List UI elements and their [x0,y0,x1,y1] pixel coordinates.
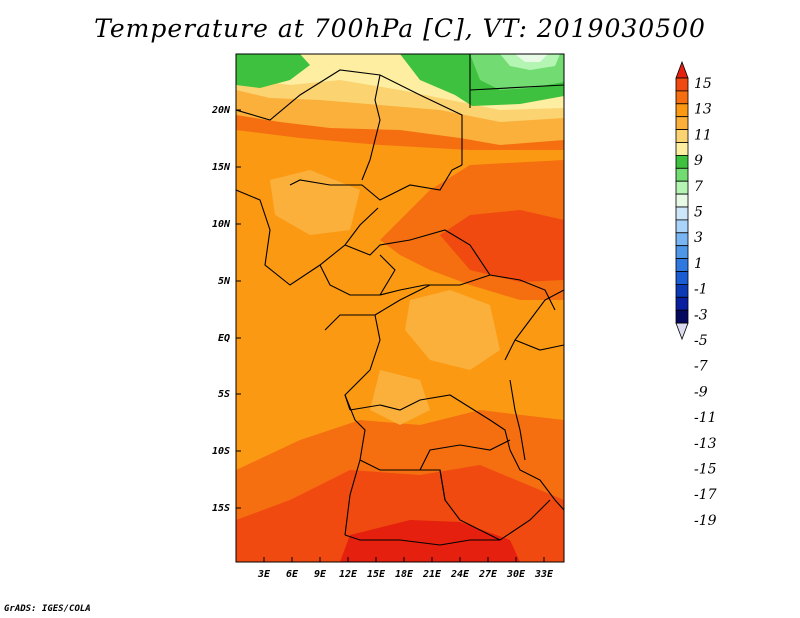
longitude-labels: 3E 6E 9E 12E 15E 18E 21E 24E 27E 30E 33E [257,557,554,580]
map-frame [235,53,565,563]
colorbar-box [675,90,689,105]
field-7c-central-west [270,170,360,235]
colorbar-bottom-arrow [675,322,689,341]
colorbar-label: -5 [694,333,708,349]
colorbar-label: -1 [694,282,708,298]
colorbar-label: 5 [694,205,703,221]
colorbar-label: 3 [694,230,703,246]
colorbar-box [675,232,689,247]
chart-title: Temperature at 700hPa [C], VT: 201903050… [94,14,706,43]
lat-label: EQ [218,333,230,344]
lon-label: 12E [339,569,358,580]
colorbar-top-arrow [675,60,689,79]
colorbar-label: 13 [694,102,712,118]
colorbar-label: 11 [694,127,712,143]
lat-label: 5N [218,276,231,287]
lon-label: 9E [314,569,327,580]
grads-credit: GrADS: IGES/COLA [4,604,91,614]
lat-label: 20N [211,105,231,116]
colorbar-box [675,271,689,285]
colorbar-box [675,283,689,298]
lon-label: 3E [257,569,271,580]
field-m5c-northeast [515,54,548,62]
lon-label: 24E [450,569,470,580]
colorbar-box [675,180,689,195]
colorbar-box [675,154,689,169]
colorbar-box [675,142,689,156]
colorbar-label: -13 [694,436,717,452]
colorbar-label: -7 [694,359,708,375]
colorbar-label: 7 [694,179,703,195]
temperature-field [236,54,564,562]
lon-label: 15E [367,569,386,580]
colorbar-label: 1 [694,256,703,272]
lat-label: 15S [212,503,230,514]
colorbar-box [675,309,689,324]
field-15c-south [340,520,520,562]
lon-label: 6E [286,569,299,580]
colorbar-label: -19 [694,513,717,529]
lat-label: 15N [212,162,231,173]
lon-label: 21E [422,569,442,580]
lon-label: 27E [478,569,498,580]
lat-label: 10N [212,219,231,230]
lat-label: 10S [212,446,230,457]
colorbar-box [675,206,689,221]
colorbar-box [675,258,689,272]
colorbar-label: -9 [694,384,708,400]
colorbar-box [675,296,689,311]
colorbar-label: 9 [694,153,703,169]
colorbar-box [675,193,689,208]
colorbar-box [675,167,689,182]
colorbar-box [675,245,689,259]
colorbar-box [675,103,689,118]
colorbar-label: -17 [694,487,717,503]
colorbar-box [675,219,689,234]
colorbar-label: 15 [694,76,712,92]
latitude-labels: 20N 15N 10N 5N EQ 5S 10S 15S [211,105,241,514]
lat-label: 5S [218,389,230,400]
colorbar: 15 13 11 9 7 5 3 1 -1 -3 -5 -7 -9 -11 -13 -15 -17 -19 [675,60,717,529]
country-borders [236,54,564,546]
colorbar-box [675,77,689,92]
field-13c-east [440,210,564,282]
lon-label: 30E [506,569,526,580]
field-7c-congo [405,290,500,370]
colorbar-box [675,129,689,143]
colorbar-label: -11 [694,410,717,426]
field-7c-angola [370,370,430,425]
colorbar-label: -15 [694,462,717,478]
lon-label: 33E [534,569,554,580]
lon-label: 18E [395,569,414,580]
field-1c-northwest [236,54,310,88]
colorbar-box [675,116,689,130]
colorbar-label: -3 [694,307,708,323]
